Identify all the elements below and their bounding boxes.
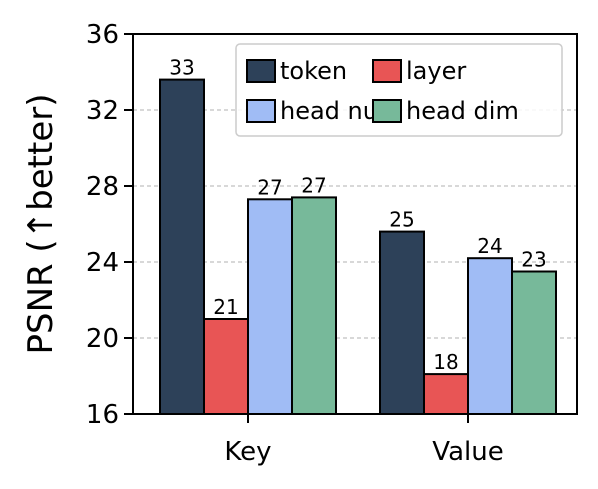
data-label: 25	[389, 208, 414, 232]
bar-head-num-value	[467, 257, 513, 416]
x-tick-label: Value	[432, 437, 503, 467]
plot-frame	[132, 33, 578, 415]
y-axis-ticks: 16 20 24 28 32 36	[86, 20, 133, 430]
data-label: 27	[257, 175, 282, 199]
data-label: 33	[169, 56, 194, 80]
legend-label: head dim	[406, 97, 519, 125]
y-tick-label: 24	[86, 248, 119, 278]
y-tick-label: 28	[86, 172, 119, 202]
bar-head-dim-key	[291, 196, 337, 415]
data-labels: 33 25 21 18 27 24 27 23	[169, 56, 546, 375]
y-tick-label: 16	[86, 400, 119, 430]
data-label: 18	[433, 350, 458, 374]
bar-token-value	[379, 230, 425, 415]
bar-head-dim-value	[511, 270, 557, 415]
legend-swatch-head-num	[246, 99, 276, 123]
data-label: 21	[213, 295, 238, 319]
bar-layer-key	[203, 318, 249, 415]
legend-swatch-head-dim	[372, 99, 402, 123]
legend-box	[235, 43, 563, 137]
y-tick-label: 20	[86, 324, 119, 354]
data-label: 24	[477, 234, 502, 258]
x-tick-label: Key	[224, 437, 271, 467]
data-label: 27	[301, 173, 326, 197]
legend-label: layer	[406, 57, 466, 85]
legend-label: token	[280, 57, 347, 85]
y-tick-label: 36	[86, 20, 119, 50]
legend-swatch-token	[246, 59, 276, 83]
y-axis-title: PSNR (↑better)	[21, 93, 61, 354]
legend-swatch-layer	[372, 59, 402, 83]
x-axis-ticks: Key Value	[224, 414, 504, 467]
bar-token-key	[159, 78, 205, 415]
data-label: 23	[521, 248, 546, 272]
bar-layer-value	[423, 373, 469, 416]
y-tick-label: 32	[86, 96, 119, 126]
bar-head-num-key	[247, 198, 293, 415]
